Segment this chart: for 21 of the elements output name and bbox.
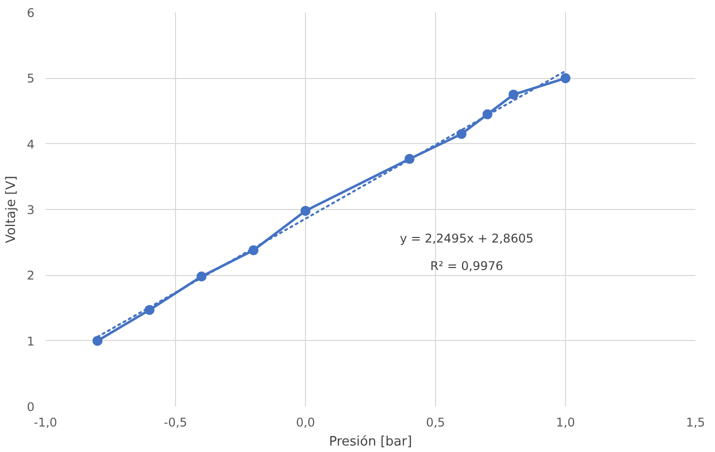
annotation: y = 2,2495x + 2,8605 — [400, 232, 534, 246]
annotation: R² = 0,9976 — [430, 259, 504, 274]
y-tick-label: 0 — [26, 400, 35, 414]
y-tick-label: 4 — [26, 137, 35, 152]
x-tick-label: 1,0 — [556, 416, 576, 430]
x-tick-label: 0,5 — [426, 416, 446, 430]
y-tick-label: 2 — [26, 268, 35, 283]
y-tick-label: 3 — [26, 203, 35, 217]
y-axis-title: Voltaje [V] — [4, 176, 19, 244]
y-tick-label: 6 — [26, 6, 35, 20]
y-tick-label: 1 — [26, 334, 35, 348]
x-tick-label: -0,5 — [164, 416, 188, 430]
point — [300, 206, 310, 216]
point — [92, 336, 102, 346]
x-axis-title: Presión [bar] — [328, 434, 412, 450]
x-tick-label: 0,0 — [296, 416, 316, 430]
point — [508, 90, 518, 100]
point — [560, 73, 570, 84]
x-tick-label: 1,5 — [686, 416, 706, 430]
x-tick-label: -1,0 — [34, 416, 58, 430]
y-tick-label: 5 — [26, 72, 35, 86]
